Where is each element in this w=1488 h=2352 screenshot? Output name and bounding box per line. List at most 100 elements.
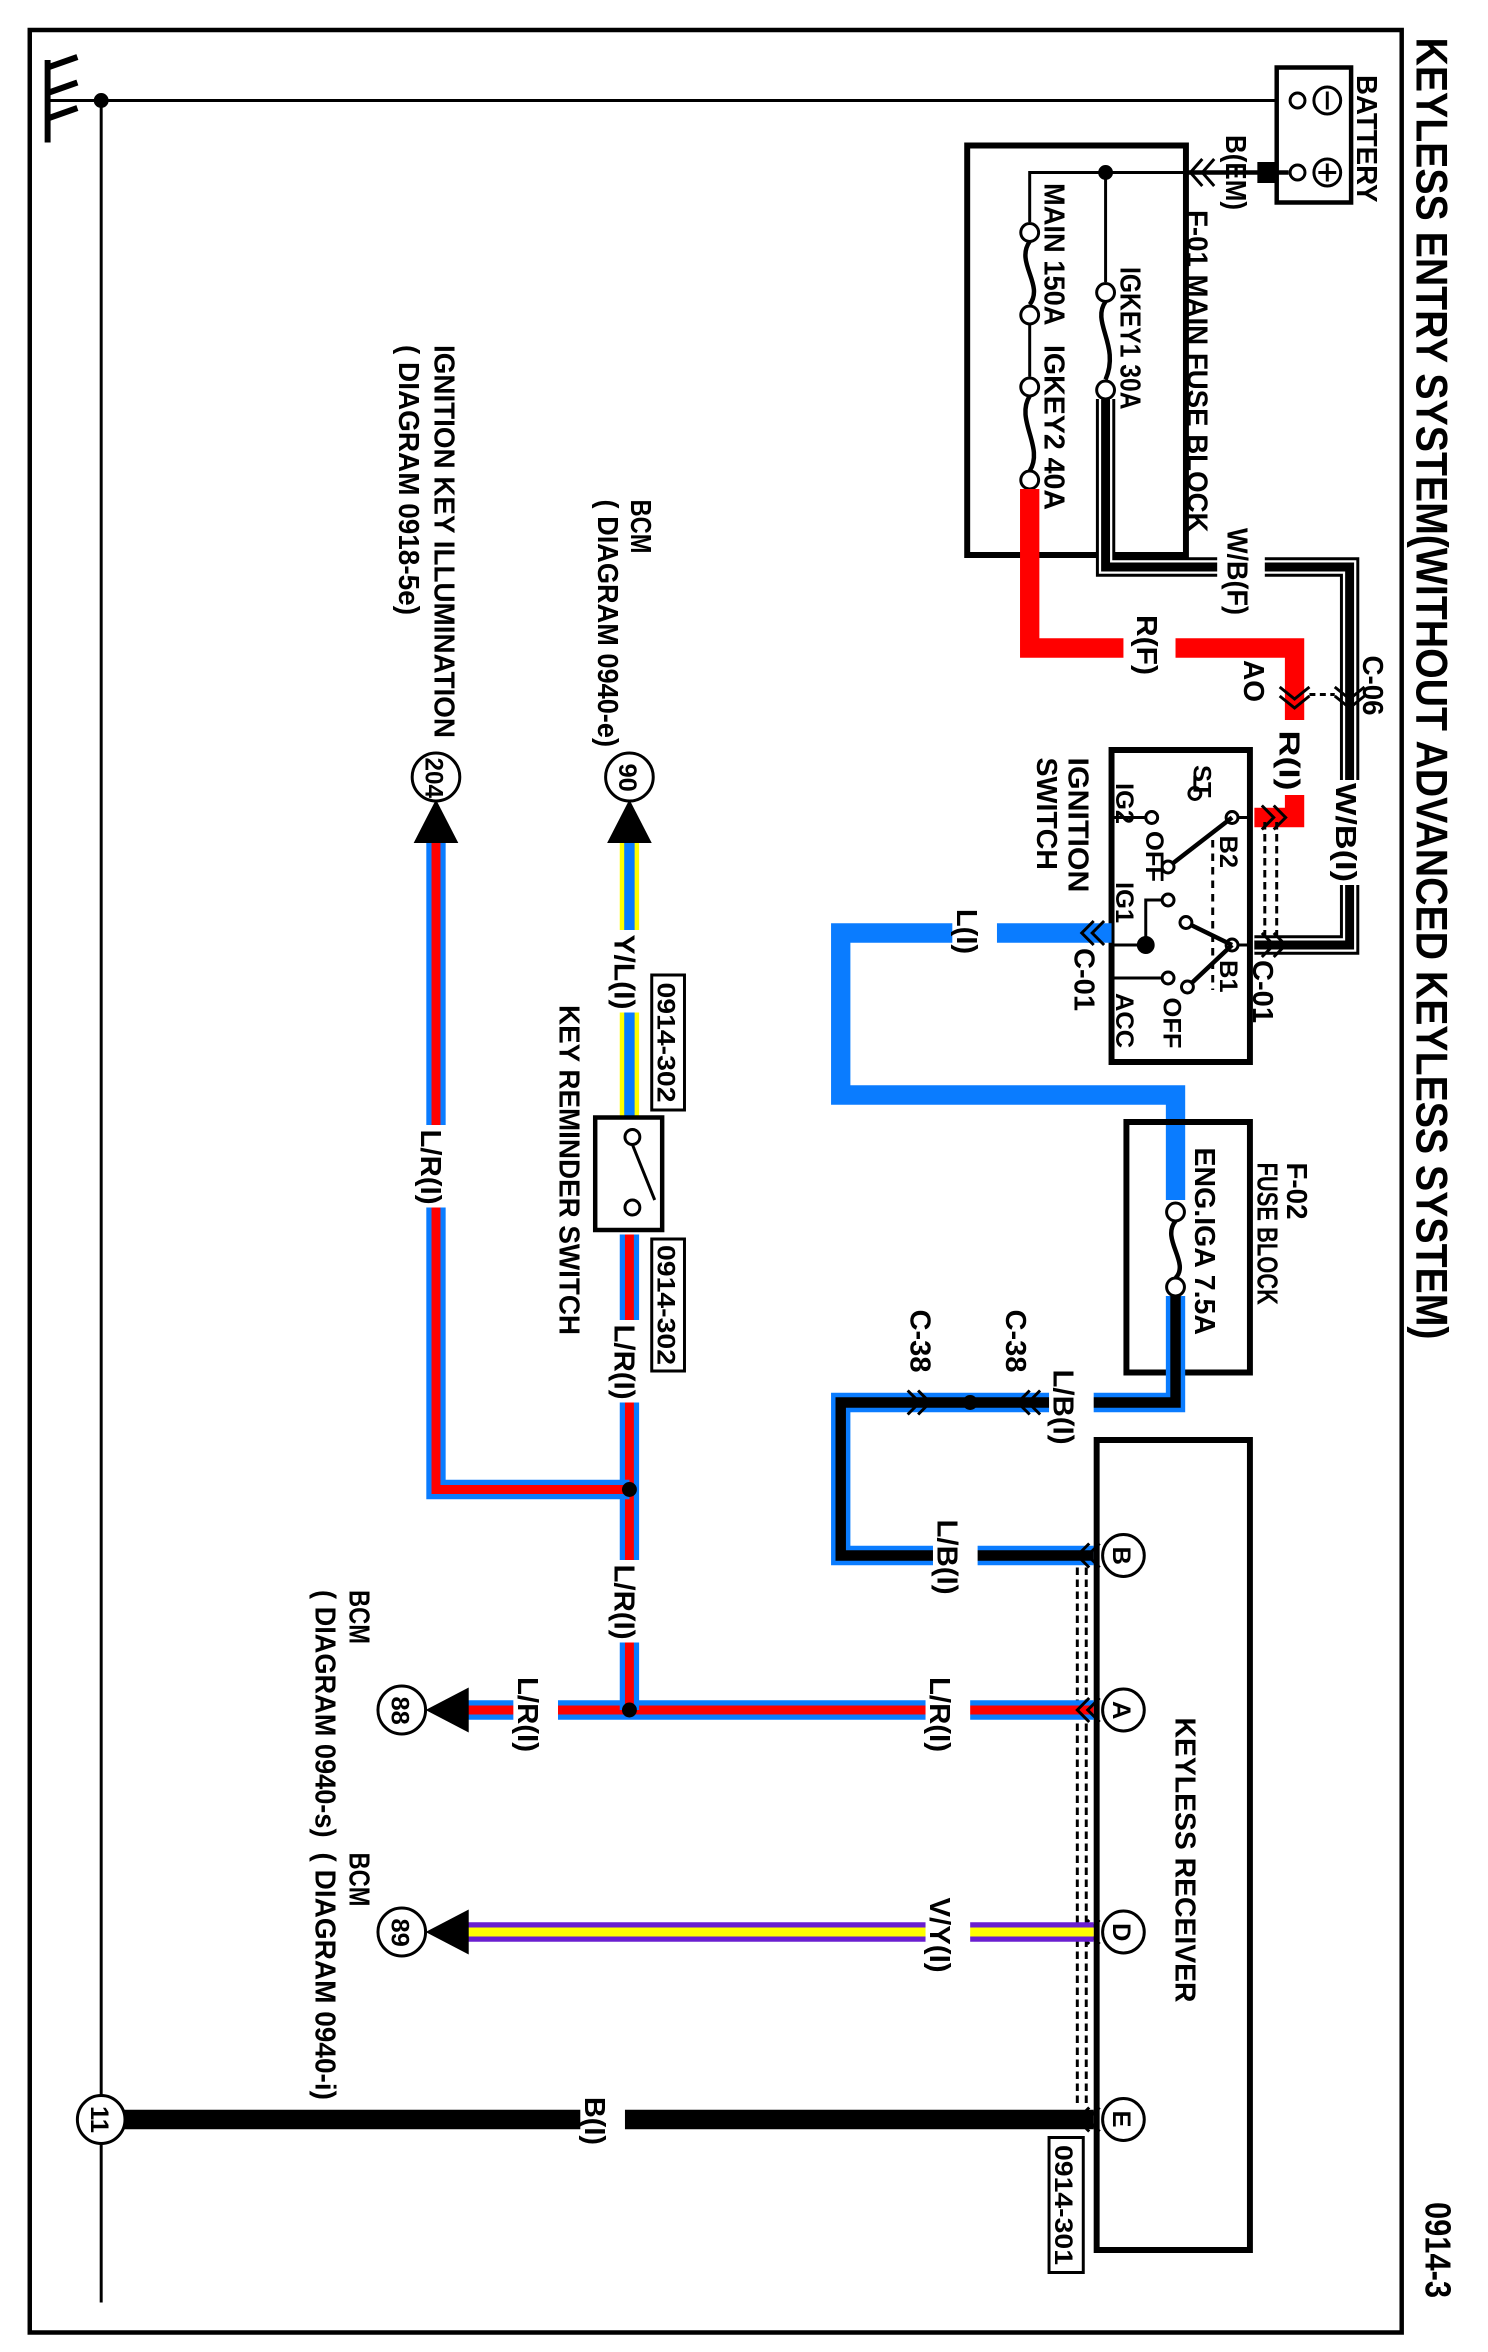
keyless-receiver-label: KEYLESS RECEIVER xyxy=(1169,1718,1201,2003)
switch-label-acc: ACC xyxy=(1110,993,1138,1048)
connector-icon xyxy=(906,1389,1042,1416)
connector-c38-label-b: C-38 xyxy=(999,1310,1031,1373)
ground-junction xyxy=(93,93,109,108)
splice-junction xyxy=(621,1702,637,1718)
connector-c06-label: C-06 xyxy=(1356,656,1388,716)
reference-box-0914-302-b: 0914-302 xyxy=(650,1237,686,1373)
page-number: 0914-3 xyxy=(1418,2202,1458,2298)
switch-label-ig2: IG2 xyxy=(1110,783,1138,824)
switch-icon xyxy=(623,1128,657,1217)
dest-bcm-i-1: BCM xyxy=(343,1853,375,1907)
fuse-igkey2-label: IGKEY2 40A xyxy=(1038,345,1070,510)
reference-box-0914-302-a: 0914-302 xyxy=(650,973,686,1112)
svg-text:11: 11 xyxy=(85,2106,113,2133)
terminal-89[interactable]: 89 xyxy=(376,1906,469,1958)
main-fuse-block-label: F-01 MAIN FUSE BLOCK xyxy=(1180,210,1212,533)
battery-box xyxy=(1274,65,1354,205)
dest-bcm-e-1: BCM xyxy=(624,500,656,554)
wire-label-yl-i: Y/L(I) xyxy=(608,935,640,1010)
ignition-switch-contacts xyxy=(1111,775,1250,995)
wire-label-wb-i: W/B(I) xyxy=(1329,783,1361,882)
dest-ign-key-illum-2: ( DIAGRAM 0918-5e) xyxy=(392,345,424,615)
fuse-block-f02 xyxy=(1123,1119,1253,1376)
keyless-receiver xyxy=(1093,1437,1253,2253)
ignition-switch-label-2: SWITCH xyxy=(1030,758,1062,871)
connector-icon xyxy=(1079,919,1106,947)
receiver-pin-a: A xyxy=(1101,1687,1146,1733)
ignition-switch xyxy=(1108,747,1253,1065)
connector-ao-label: AO xyxy=(1237,660,1269,702)
receiver-pin-d: D xyxy=(1101,1909,1146,1955)
switch-label-b1: B1 xyxy=(1214,960,1242,993)
fuse-icon xyxy=(1019,222,1041,491)
wire-label-lr-i-3: L/R(I) xyxy=(608,1565,640,1640)
svg-text:0914-302: 0914-302 xyxy=(652,983,680,1103)
wire-label-b-em: B(EM) xyxy=(1219,135,1251,210)
wire-label-lb-i-2: L/B(I) xyxy=(930,1520,962,1595)
wire-lb xyxy=(831,1296,1186,1566)
switch-label-st: ST xyxy=(1187,765,1215,798)
minus-icon xyxy=(1312,85,1343,116)
connector-icon xyxy=(1260,804,1288,959)
svg-text:204: 204 xyxy=(420,758,448,799)
battery-terminal-minus xyxy=(1288,91,1307,110)
dest-bcm-s-1: BCM xyxy=(343,1590,375,1644)
wire-r xyxy=(1020,489,1305,828)
svg-text:89: 89 xyxy=(385,1919,413,1947)
svg-text:E: E xyxy=(1107,2111,1135,2128)
main-fuse-block xyxy=(964,142,1189,558)
dest-ign-key-illum-1: IGNITION KEY ILLUMINATION xyxy=(428,345,460,738)
wire-label-lr-i-4: L/R(I) xyxy=(608,1325,640,1400)
splice-junction xyxy=(621,1482,637,1497)
connector-c01-label-b: C-01 xyxy=(1246,960,1278,1023)
wire-label-wb-f: W/B(F) xyxy=(1221,528,1253,615)
terminal-88[interactable]: 88 xyxy=(376,1684,469,1736)
wire-l xyxy=(831,923,1186,1200)
reference-box-0914-301: 0914-301 xyxy=(1047,2136,1085,2274)
fuse-icon xyxy=(1165,1201,1186,1298)
wire-label-r-i: R(I) xyxy=(1273,731,1305,791)
terminal-204[interactable]: 204 xyxy=(410,751,462,843)
receiver-pin-b: B xyxy=(1101,1533,1146,1578)
terminal-90[interactable]: 90 xyxy=(604,751,655,843)
connector-c06-icon xyxy=(1278,685,1366,710)
ignition-switch-label-1: IGNITION xyxy=(1061,758,1093,893)
fuse-main-label: MAIN 150A xyxy=(1038,183,1070,326)
page-title: KEYLESS ENTRY SYSTEM(WITHOUT ADVANCED KE… xyxy=(1407,38,1457,1340)
switch-label-off-2: OFF xyxy=(1158,998,1186,1049)
switch-label-b2: B2 xyxy=(1214,836,1242,869)
key-reminder-switch-label: KEY REMINDER SWITCH xyxy=(553,1005,585,1335)
svg-text:0914-302: 0914-302 xyxy=(652,1245,680,1365)
wire-label-lr-i-1: L/R(I) xyxy=(923,1677,955,1752)
fuse-eng-iga-label: ENG.IGA 7.5A xyxy=(1188,1148,1220,1336)
dest-bcm-e-2: ( DIAGRAM 0940-e) xyxy=(591,500,623,748)
battery-label: BATTERY xyxy=(1350,75,1382,203)
page-border xyxy=(27,27,1404,2335)
fuse-block-f02-label: FUSE BLOCK xyxy=(1250,1163,1282,1306)
switch-label-ig1: IG1 xyxy=(1110,882,1138,923)
connector-c38-label-a: C-38 xyxy=(904,1310,936,1373)
svg-text:B: B xyxy=(1107,1547,1135,1565)
svg-text:0914-301: 0914-301 xyxy=(1049,2145,1077,2265)
plus-icon xyxy=(1312,157,1343,188)
terminal-11[interactable]: 11 xyxy=(75,2094,127,2145)
splice-junction xyxy=(962,1395,978,1410)
fuse-icon xyxy=(1095,282,1116,401)
battery-terminal-plus xyxy=(1288,163,1307,182)
wire-label-lr-i-5: L/R(I) xyxy=(414,1130,446,1205)
svg-text:D: D xyxy=(1107,1923,1135,1941)
wire-lr xyxy=(426,843,1094,1720)
dest-bcm-i-2: ( DIAGRAM 0940-i) xyxy=(308,1853,340,2101)
svg-text:90: 90 xyxy=(613,764,641,792)
svg-text:A: A xyxy=(1107,1701,1135,1719)
receiver-pin-e: E xyxy=(1101,2097,1146,2142)
dest-bcm-s-2: ( DIAGRAM 0940-s) xyxy=(308,1590,340,1838)
connector-c01-label-a: C-01 xyxy=(1067,948,1099,1011)
wire-wb xyxy=(1095,399,1360,955)
fuse-igkey1-label: IGKEY1 30A xyxy=(1113,267,1145,410)
wire-label-l-i: L(I) xyxy=(950,909,982,954)
wire-label-lb-i-1: L/B(I) xyxy=(1047,1370,1079,1445)
wire-label-vy-i: V/Y(I) xyxy=(923,1898,955,1973)
